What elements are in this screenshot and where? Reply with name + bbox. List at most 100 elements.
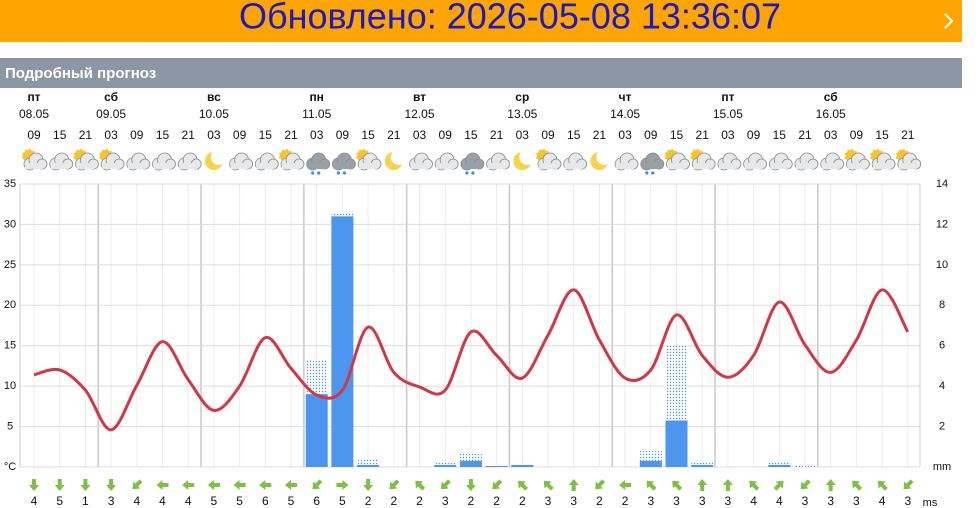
banner[interactable] bbox=[0, 0, 962, 42]
wind-arrow bbox=[773, 480, 784, 491]
weather-icon bbox=[409, 152, 433, 171]
foreground: 09 15 21 03 09 15 21 03 09 15 21 03 09 15 21 03 09 15 21 03… bbox=[4, 90, 951, 508]
wind-speed: 5 bbox=[236, 494, 243, 508]
wind-speed: 3 bbox=[725, 494, 732, 508]
wind-arrow bbox=[207, 480, 220, 490]
y2-tick-label: 14 bbox=[936, 178, 948, 190]
hour-label: 09 bbox=[439, 128, 453, 142]
wind-arrow bbox=[132, 479, 143, 490]
cloud-base bbox=[153, 163, 172, 169]
weather-icon bbox=[73, 149, 99, 171]
hour-label: 09 bbox=[27, 128, 41, 142]
y-tick-label: 35 bbox=[4, 178, 16, 190]
wind-arrow bbox=[233, 480, 246, 490]
wind-speed: 3 bbox=[827, 494, 834, 508]
wind-speed: 3 bbox=[673, 494, 680, 508]
wind-arrow bbox=[852, 480, 863, 491]
wind-arrow bbox=[722, 479, 733, 491]
weather-icon bbox=[126, 152, 151, 171]
y-tick-label: 30 bbox=[4, 218, 16, 230]
weather-icon bbox=[743, 152, 767, 171]
wind-arrow bbox=[363, 479, 374, 491]
drop bbox=[336, 171, 340, 175]
y2-tick-label: 6 bbox=[939, 340, 945, 352]
wind-speed: 3 bbox=[545, 494, 552, 508]
y-tick-label: 10 bbox=[4, 380, 16, 392]
precip-bar bbox=[511, 464, 534, 467]
moon-cut bbox=[210, 149, 227, 165]
wind-speed: 2 bbox=[468, 494, 475, 508]
weather-icon bbox=[794, 152, 819, 171]
cloud-base bbox=[102, 163, 121, 169]
weather-icon bbox=[331, 152, 356, 175]
weather-icon bbox=[717, 152, 742, 171]
wind-arrow bbox=[182, 480, 195, 490]
day-name: пн bbox=[309, 90, 324, 104]
cloud-base bbox=[230, 163, 249, 169]
hour-label: 09 bbox=[130, 128, 144, 142]
hour-label: 09 bbox=[644, 128, 658, 142]
precip-max-bar bbox=[691, 460, 714, 467]
hour-label: 15 bbox=[875, 128, 889, 142]
moon-cut bbox=[390, 149, 407, 165]
cloud-base bbox=[461, 163, 480, 169]
wind-arrow bbox=[440, 479, 451, 490]
weather-icon bbox=[536, 149, 562, 171]
weather-icon bbox=[486, 152, 511, 171]
wind-speed: 5 bbox=[339, 494, 346, 508]
wind-arrow bbox=[465, 479, 476, 491]
wind-arrow bbox=[518, 480, 528, 491]
hour-label: 03 bbox=[413, 128, 427, 142]
wind-arrow bbox=[749, 480, 760, 491]
cloud-base bbox=[616, 163, 635, 169]
temperature-line bbox=[33, 288, 910, 432]
precip-max-bar bbox=[357, 458, 380, 467]
weather-icon bbox=[768, 152, 793, 171]
cloud-base bbox=[410, 163, 429, 169]
hour-label: 09 bbox=[233, 128, 247, 142]
y2-tick-label: 2 bbox=[939, 420, 945, 432]
weather-icon bbox=[690, 149, 716, 171]
cloud-base bbox=[744, 163, 763, 169]
hour-label: 09 bbox=[541, 128, 555, 142]
wind-speed: 3 bbox=[108, 494, 115, 508]
wind-speed: 5 bbox=[288, 494, 295, 508]
hour-label: 03 bbox=[721, 128, 735, 142]
wind-arrow bbox=[825, 479, 836, 491]
wind-speed: 2 bbox=[596, 494, 603, 508]
hour-label: 21 bbox=[901, 128, 915, 142]
weather-icon bbox=[384, 149, 407, 170]
wind-arrow bbox=[54, 479, 65, 491]
wind-arrow bbox=[543, 480, 554, 491]
cloud-base bbox=[76, 163, 95, 169]
drop bbox=[651, 171, 655, 175]
drop bbox=[645, 171, 649, 175]
cloud-base bbox=[539, 163, 557, 169]
bars bbox=[305, 212, 816, 467]
chevron[interactable] bbox=[944, 13, 954, 29]
weather-icon bbox=[664, 149, 690, 171]
weather-icon bbox=[254, 152, 279, 171]
cloud-base bbox=[436, 163, 455, 169]
weather-icon bbox=[820, 152, 845, 171]
hour-label: 09 bbox=[850, 128, 864, 142]
weather-icon bbox=[229, 152, 254, 171]
precip-bar bbox=[331, 216, 354, 467]
day-date: 09.05 bbox=[96, 107, 126, 121]
header bbox=[0, 58, 962, 88]
cloud-base bbox=[564, 163, 583, 169]
hour-label: 21 bbox=[593, 128, 607, 142]
cloud-base bbox=[487, 163, 506, 169]
wind-arrow bbox=[697, 479, 708, 491]
drop bbox=[465, 171, 469, 175]
weather-icon bbox=[844, 149, 870, 171]
weather-icon bbox=[49, 152, 74, 171]
wind-speed: 2 bbox=[365, 494, 372, 508]
y2-tick-label: 10 bbox=[936, 259, 948, 271]
drop bbox=[311, 171, 315, 175]
hour-label: 09 bbox=[747, 128, 761, 142]
y-tick-label: 25 bbox=[4, 259, 16, 271]
day-name: пт bbox=[27, 90, 40, 104]
wind-speed: 3 bbox=[442, 494, 449, 508]
hour-label: 21 bbox=[798, 128, 812, 142]
